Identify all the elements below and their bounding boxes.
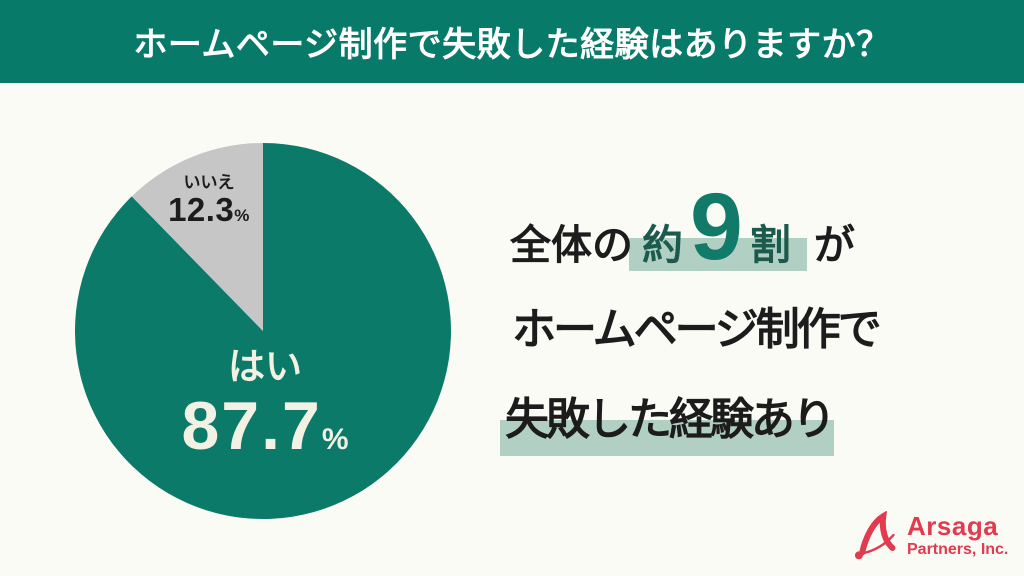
pie-label-yes: はい 87.7% bbox=[165, 346, 365, 464]
callout-line-2: ホームページ制作で bbox=[512, 305, 882, 354]
pie-chart-area: いいえ 12.3% はい 87.7% bbox=[75, 143, 451, 519]
percent-sign: % bbox=[234, 205, 250, 225]
callout-line1-suffix: が bbox=[813, 222, 855, 268]
callout-line-3: 失敗した経験あり bbox=[505, 395, 836, 444]
pie-label-no-name: いいえ bbox=[183, 173, 235, 192]
logo-text: Arsaga Partners, Inc. bbox=[907, 513, 1008, 559]
highlight-bar-line3 bbox=[500, 420, 834, 456]
callout-line-1: 全体の 約 9 割 が bbox=[510, 180, 855, 275]
percent-sign: % bbox=[321, 422, 349, 456]
pie-label-no: いいえ 12.3% bbox=[134, 173, 284, 227]
callout-line1-prefix: 全体の bbox=[510, 222, 633, 268]
pie-label-no-value: 12.3% bbox=[168, 190, 250, 228]
title-banner: ホームページ制作で失敗した経験はありますか？ bbox=[0, 0, 1024, 83]
highlight-bar-line1 bbox=[629, 238, 807, 271]
pie-label-yes-name: はい bbox=[228, 346, 302, 387]
logo-company-suffix: Partners, Inc. bbox=[907, 541, 1009, 559]
pie-chart bbox=[75, 143, 451, 519]
page-title: ホームページ制作で失敗した経験はありますか？ bbox=[133, 26, 891, 64]
company-logo: Arsaga Partners, Inc. bbox=[852, 511, 1008, 561]
pie-label-yes-value: 87.7% bbox=[181, 387, 349, 464]
callout-line1-wari: 割 bbox=[749, 222, 791, 268]
logo-company-name: Arsaga bbox=[907, 511, 999, 542]
arsaga-logo-icon bbox=[854, 511, 896, 560]
pie-slice-1 bbox=[131, 143, 263, 331]
callout-line1-approx: 約 bbox=[642, 222, 683, 268]
callout-big-number: 9 bbox=[690, 174, 743, 280]
pie-slice-0 bbox=[75, 143, 451, 519]
